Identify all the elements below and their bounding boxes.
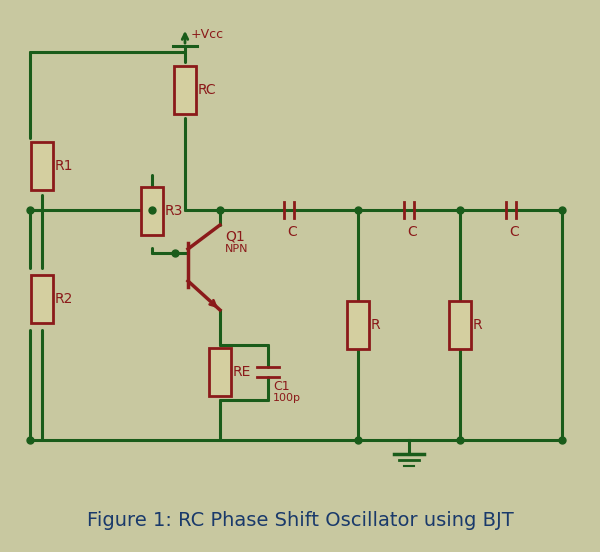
Text: R: R	[371, 318, 380, 332]
Text: C: C	[287, 225, 297, 239]
Text: R1: R1	[55, 159, 74, 173]
FancyBboxPatch shape	[31, 142, 53, 190]
Text: +Vcc: +Vcc	[191, 28, 224, 40]
Text: C: C	[407, 225, 417, 239]
Text: RC: RC	[198, 83, 217, 97]
Text: Q1: Q1	[225, 230, 245, 244]
FancyBboxPatch shape	[141, 187, 163, 235]
Text: NPN: NPN	[225, 244, 248, 254]
Text: Figure 1: RC Phase Shift Oscillator using BJT: Figure 1: RC Phase Shift Oscillator usin…	[86, 511, 514, 529]
Text: C: C	[509, 225, 519, 239]
FancyBboxPatch shape	[209, 348, 231, 396]
FancyBboxPatch shape	[174, 66, 196, 114]
Text: R: R	[473, 318, 482, 332]
FancyBboxPatch shape	[449, 301, 471, 349]
Text: C1: C1	[273, 380, 290, 392]
Text: R3: R3	[165, 204, 184, 218]
Text: RE: RE	[233, 365, 251, 379]
FancyBboxPatch shape	[31, 275, 53, 323]
Text: 100p: 100p	[273, 393, 301, 403]
FancyBboxPatch shape	[347, 301, 369, 349]
Text: R2: R2	[55, 292, 73, 306]
